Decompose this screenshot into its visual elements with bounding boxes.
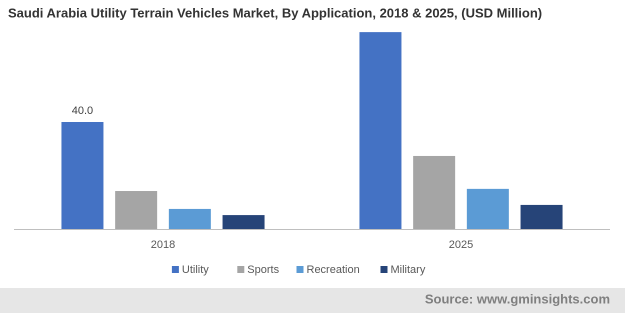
bar bbox=[61, 122, 104, 229]
bar bbox=[359, 32, 402, 230]
bar bbox=[168, 208, 211, 229]
source: Source: www.gminsights.com bbox=[425, 291, 610, 306]
bar bbox=[115, 191, 158, 229]
bar bbox=[413, 155, 456, 229]
x-tick-label: 2025 bbox=[449, 239, 473, 251]
chart-title: Saudi Arabia Utility Terrain Vehicles Ma… bbox=[8, 5, 542, 20]
footer-band bbox=[0, 288, 625, 313]
legend-label: Sports bbox=[247, 264, 279, 276]
legend-swatch bbox=[171, 266, 179, 273]
legend-label: Military bbox=[391, 264, 426, 276]
legend-swatch bbox=[296, 266, 304, 273]
legend-label: Recreation bbox=[307, 264, 360, 276]
data-label: 40.0 bbox=[72, 105, 93, 117]
x-tick-label: 2018 bbox=[151, 239, 175, 251]
legend-label: Utility bbox=[182, 264, 209, 276]
legend-swatch bbox=[380, 266, 388, 273]
bar bbox=[222, 215, 265, 229]
bar bbox=[520, 204, 563, 229]
legend-swatch bbox=[237, 266, 245, 273]
bar bbox=[466, 188, 509, 229]
